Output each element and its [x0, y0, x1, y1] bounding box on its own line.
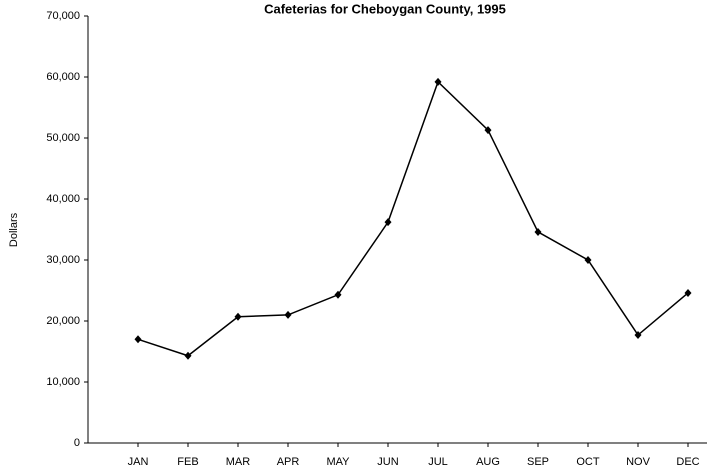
point-marker	[334, 290, 342, 299]
x-tick-label: SEP	[527, 456, 549, 468]
point-marker	[534, 227, 542, 236]
y-tick-label: 30,000	[46, 254, 80, 266]
point-marker	[134, 335, 142, 344]
y-tick-label: 50,000	[46, 132, 80, 144]
x-tick-label: APR	[277, 456, 300, 468]
x-tick-label: MAR	[226, 456, 251, 468]
x-tick-label: MAY	[326, 456, 350, 468]
y-tick-label: 70,000	[46, 10, 80, 22]
point-marker	[634, 331, 642, 340]
y-tick-label: 10,000	[46, 376, 80, 388]
x-tick-label: JUN	[377, 456, 398, 468]
x-tick-label: DEC	[676, 456, 699, 468]
y-tick-label: 20,000	[46, 315, 80, 327]
point-marker	[184, 351, 192, 360]
x-tick-label: JUL	[428, 456, 448, 468]
point-marker	[684, 288, 692, 297]
point-marker	[584, 256, 592, 264]
chart-title: Cafeterias for Cheboygan County, 1995	[264, 1, 506, 16]
point-marker	[434, 77, 442, 86]
x-tick-label: AUG	[476, 456, 500, 468]
x-tick-label: OCT	[576, 456, 600, 468]
y-axis-label: Dollars	[8, 212, 20, 247]
x-tick-label: NOV	[626, 456, 651, 468]
y-tick-label: 0	[74, 437, 80, 449]
point-marker	[284, 310, 292, 319]
point-marker	[234, 312, 242, 321]
line-series	[137, 80, 689, 357]
point-marker	[384, 218, 392, 227]
point-marker	[484, 126, 492, 135]
y-tick-label: 40,000	[46, 193, 80, 205]
x-tick-label: JAN	[128, 456, 149, 468]
x-tick-label: FEB	[177, 456, 198, 468]
y-tick-label: 60,000	[46, 71, 80, 83]
